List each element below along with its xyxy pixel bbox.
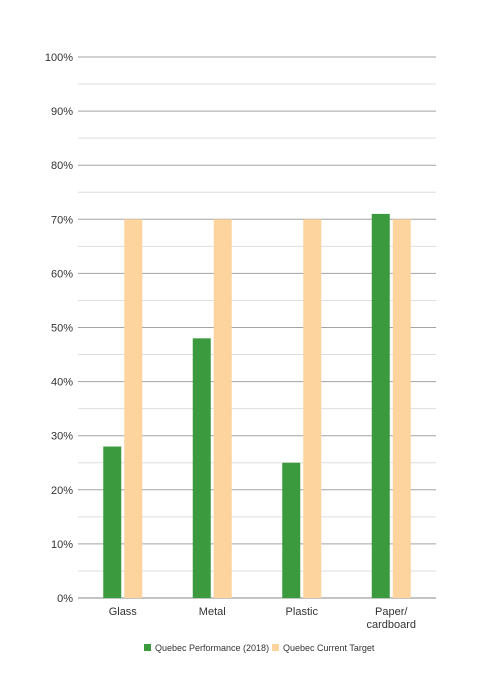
y-tick-label: 60% — [51, 268, 73, 280]
legend-label: Quebec Performance (2018) — [155, 643, 269, 653]
y-tick-label: 10% — [51, 539, 73, 551]
legend-swatch — [144, 644, 151, 651]
bar-target-3 — [392, 219, 411, 599]
bar-performance-2 — [282, 462, 301, 598]
bars — [103, 213, 411, 599]
y-tick-label: 80% — [51, 160, 73, 172]
y-tick-label: 0% — [57, 593, 73, 605]
y-tick-label: 30% — [51, 431, 73, 443]
x-category-label: Paper/cardboard — [366, 606, 416, 631]
bar-performance-1 — [192, 338, 211, 598]
bar-performance-0 — [103, 446, 122, 598]
bar-performance-3 — [371, 213, 390, 598]
y-tick-label: 90% — [51, 106, 73, 118]
x-category-label: Metal — [199, 606, 226, 618]
y-tick-label: 100% — [45, 52, 73, 64]
x-category-label: Glass — [109, 606, 138, 618]
x-category-label: Plastic — [286, 606, 319, 618]
y-tick-label: 40% — [51, 377, 73, 389]
bar-target-0 — [124, 219, 143, 599]
y-tick-label: 70% — [51, 214, 73, 226]
bar-target-2 — [303, 219, 322, 599]
bar-target-1 — [213, 219, 232, 599]
y-axis-tick-labels: 0% 10% 20% 30% 40% 50% 60% 70% 80% 90% 100% — [45, 52, 73, 605]
legend: Quebec Performance (2018) Quebec Current … — [144, 643, 375, 653]
y-tick-label: 50% — [51, 323, 73, 335]
x-axis-category-labels: Glass Metal Plastic Paper/cardboard — [109, 606, 416, 631]
legend-label: Quebec Current Target — [283, 643, 375, 653]
legend-swatch — [272, 644, 279, 651]
y-tick-label: 20% — [51, 485, 73, 497]
